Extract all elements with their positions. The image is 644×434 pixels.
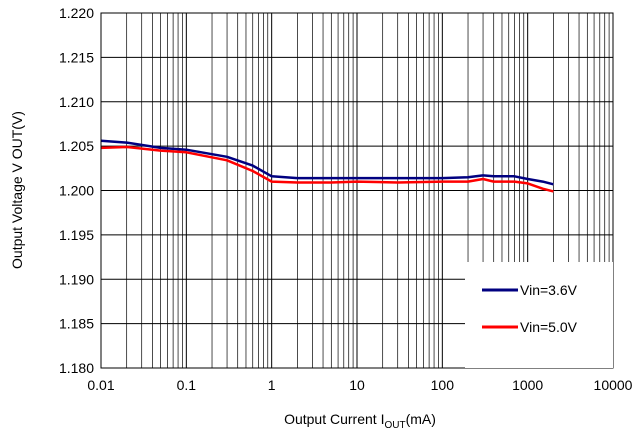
x-tick-label: 10000 <box>594 377 633 393</box>
y-axis-title: Output Voltage V OUT(V) <box>9 111 25 269</box>
y-tick-label: 1.210 <box>59 94 94 110</box>
plot-area-frame <box>100 12 614 369</box>
x-axis-title: Output Current IOUT(mA) <box>284 411 436 431</box>
y-tick-label: 1.200 <box>59 183 94 199</box>
x-axis-title-unit: (mA) <box>406 411 436 427</box>
legend: Vin=3.6V Vin=5.0V <box>465 262 613 368</box>
y-tick-label: 1.190 <box>59 271 94 287</box>
y-tick-label: 1.215 <box>59 49 94 65</box>
y-tick-label: 1.220 <box>59 5 94 21</box>
y-tick-label: 1.195 <box>59 227 94 243</box>
series-line-1 <box>100 139 554 186</box>
x-tick-label: 0.01 <box>87 377 114 393</box>
x-tick-label: 0.1 <box>177 377 197 393</box>
x-tick-label: 1000 <box>512 377 543 393</box>
y-tick-label: 1.205 <box>59 138 94 154</box>
x-tick-label: 1 <box>268 377 276 393</box>
y-tick-label: 1.180 <box>59 360 94 376</box>
tick-labels: 0.01 0.1 1 10 100 1000 10000 1.180 1.185 1.190 1.1… <box>59 5 633 393</box>
x-tick-label: 100 <box>431 377 455 393</box>
legend-label-2: Vin=5.0V <box>520 319 578 335</box>
legend-label-1: Vin=3.6V <box>520 282 578 298</box>
x-axis-title-main: Output Current I <box>284 411 384 427</box>
legend-box <box>465 262 613 368</box>
y-tick-label: 1.185 <box>59 316 94 332</box>
series-line-2 <box>100 145 554 193</box>
x-axis-title-sub: OUT <box>384 420 405 431</box>
x-tick-label: 10 <box>349 377 365 393</box>
series-group <box>100 139 554 193</box>
